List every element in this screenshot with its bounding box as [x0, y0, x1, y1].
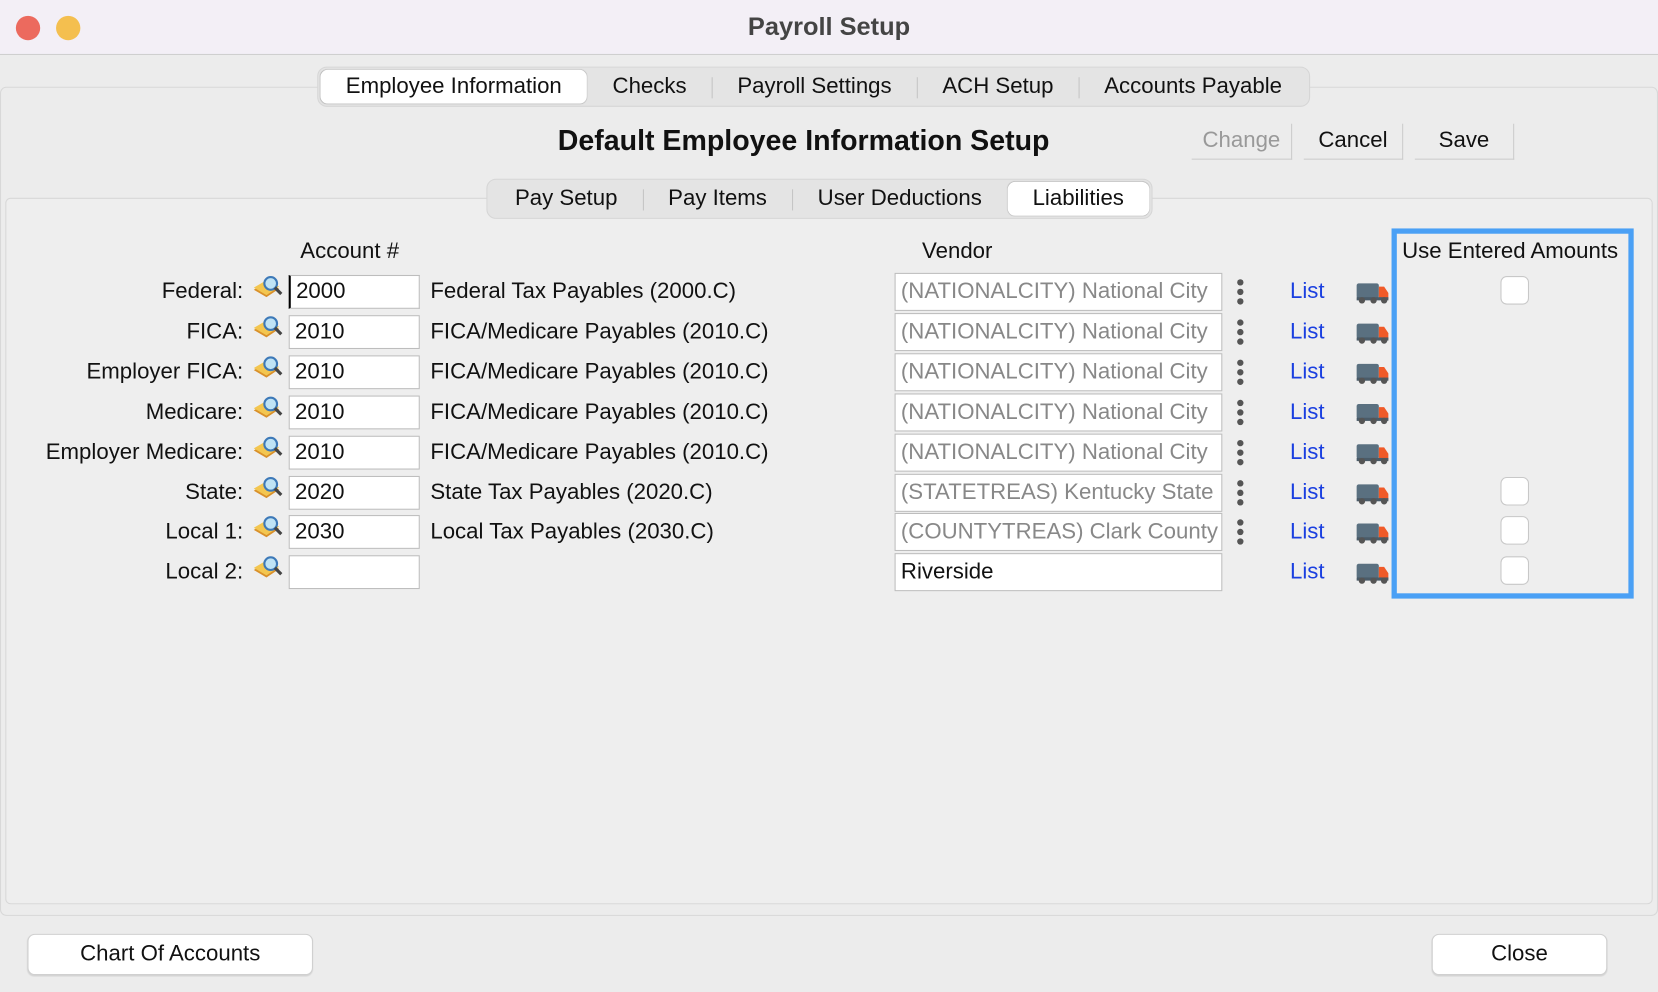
use-entered-amounts-checkbox[interactable]: [1500, 516, 1530, 546]
account-description: Local Tax Payables (2030.C): [430, 519, 714, 545]
account-lookup-icon[interactable]: [252, 275, 284, 306]
row-label: Local 2:: [165, 559, 244, 585]
vendor-truck-icon[interactable]: [1356, 520, 1390, 551]
vendor-list-link[interactable]: List: [1290, 399, 1325, 424]
vendor-truck-icon[interactable]: [1356, 279, 1390, 310]
tab-user-deductions[interactable]: User Deductions: [792, 182, 1007, 216]
save-button[interactable]: Save: [1414, 123, 1515, 160]
use-entered-amounts-checkbox[interactable]: [1500, 276, 1530, 305]
account-lookup-icon[interactable]: [252, 355, 284, 386]
account-input[interactable]: 2010: [288, 315, 420, 349]
vendor-menu-icon[interactable]: [1237, 518, 1245, 549]
use-entered-amounts-group: [1391, 228, 1634, 599]
page-title: Default Employee Information Setup: [557, 124, 1050, 157]
account-description: FICA/Medicare Payables (2010.C): [430, 399, 769, 424]
account-input[interactable]: 2030: [288, 515, 420, 550]
change-button[interactable]: Change: [1191, 123, 1293, 160]
vendor-field[interactable]: Riverside: [894, 553, 1223, 592]
account-description: Federal Tax Payables (2000.C): [430, 279, 737, 304]
account-description: FICA/Medicare Payables (2010.C): [430, 319, 769, 344]
vendor-field[interactable]: (NATIONALCITY) National City: [894, 272, 1223, 311]
chart-of-accounts-button[interactable]: Chart Of Accounts: [27, 933, 313, 976]
vendor-field[interactable]: (NATIONALCITY) National City: [894, 433, 1223, 472]
vendor-field[interactable]: (NATIONALCITY) National City: [894, 312, 1223, 352]
vendor-truck-icon[interactable]: [1356, 399, 1390, 430]
vendor-truck-icon[interactable]: [1356, 560, 1390, 591]
account-input[interactable]: 2010: [288, 395, 420, 430]
row-label: Local 1:: [165, 519, 244, 545]
vendor-list-link[interactable]: List: [1290, 479, 1325, 504]
minimize-window-button[interactable]: [56, 15, 81, 41]
cancel-button[interactable]: Cancel: [1303, 123, 1404, 160]
vendor-truck-icon[interactable]: [1356, 359, 1390, 390]
tab-checks[interactable]: Checks: [612, 74, 687, 99]
account-description: FICA/Medicare Payables (2010.C): [430, 359, 769, 384]
account-description: State Tax Payables (2020.C): [430, 479, 713, 504]
vendor-truck-icon[interactable]: [1356, 480, 1390, 511]
account-lookup-icon[interactable]: [252, 395, 284, 426]
close-button[interactable]: Close: [1431, 933, 1608, 976]
vendor-list-link[interactable]: List: [1290, 279, 1325, 304]
vendor-menu-icon[interactable]: [1237, 357, 1245, 388]
main-tabs: Employee Information Checks Payroll Settin…: [317, 66, 1311, 107]
vendor-list-link[interactable]: List: [1290, 319, 1325, 344]
vendor-field[interactable]: (NATIONALCITY) National City: [894, 393, 1223, 432]
vendor-list-link[interactable]: List: [1290, 359, 1325, 384]
row-label: Employer Medicare:: [45, 439, 244, 464]
vendor-list-link[interactable]: List: [1290, 519, 1325, 545]
vendor-field[interactable]: (COUNTYTREAS) Clark County: [894, 513, 1223, 552]
vendor-menu-icon[interactable]: [1237, 397, 1245, 428]
liabilities-panel: [5, 197, 1653, 905]
vendor-menu-icon[interactable]: [1237, 437, 1245, 468]
row-label: Employer FICA:: [86, 359, 244, 384]
row-label: FICA:: [186, 319, 244, 344]
tab-payroll-settings[interactable]: Payroll Settings: [711, 70, 917, 104]
account-lookup-icon[interactable]: [252, 475, 284, 506]
account-input[interactable]: 2000: [288, 274, 420, 309]
vendor-truck-icon[interactable]: [1356, 319, 1390, 350]
account-column-header: Account #: [300, 239, 400, 264]
tab-employee-information[interactable]: Employee Information: [320, 69, 588, 104]
title-bar: Payroll Setup: [0, 0, 1658, 55]
row-label: Medicare:: [145, 399, 244, 424]
use-entered-amounts-checkbox[interactable]: [1500, 556, 1530, 586]
vendor-menu-icon[interactable]: [1237, 317, 1245, 348]
use-entered-amounts-header: Use Entered Amounts: [1402, 239, 1619, 264]
account-lookup-icon[interactable]: [252, 556, 284, 587]
window-title: Payroll Setup: [747, 12, 911, 42]
tab-pay-items[interactable]: Pay Items: [642, 182, 792, 216]
account-input[interactable]: 2020: [288, 475, 420, 510]
tab-pay-setup[interactable]: Pay Setup: [514, 186, 618, 211]
vendor-menu-icon[interactable]: [1237, 478, 1245, 509]
account-input[interactable]: 2010: [288, 355, 420, 389]
tab-liabilities[interactable]: Liabilities: [1007, 181, 1150, 216]
row-label: State:: [185, 479, 244, 504]
account-description: FICA/Medicare Payables (2010.C): [430, 439, 769, 464]
close-window-button[interactable]: [15, 15, 41, 41]
account-input[interactable]: 2010: [288, 435, 420, 470]
vendor-list-link[interactable]: List: [1290, 439, 1325, 464]
vendor-field[interactable]: (NATIONALCITY) National City: [894, 353, 1223, 392]
vendor-field[interactable]: (STATETREAS) Kentucky State: [894, 473, 1223, 512]
vendor-menu-icon[interactable]: [1237, 277, 1245, 308]
vendor-truck-icon[interactable]: [1356, 440, 1390, 471]
account-lookup-icon[interactable]: [252, 515, 284, 546]
use-entered-amounts-checkbox[interactable]: [1500, 476, 1530, 506]
tab-ach-setup[interactable]: ACH Setup: [916, 70, 1079, 104]
row-label: Federal:: [161, 279, 244, 304]
vendor-list-link[interactable]: List: [1290, 559, 1325, 585]
account-input[interactable]: [288, 555, 420, 590]
account-lookup-icon[interactable]: [252, 435, 284, 466]
vendor-column-header: Vendor: [922, 239, 993, 264]
account-lookup-icon[interactable]: [252, 315, 284, 346]
tab-accounts-payable[interactable]: Accounts Payable: [1078, 70, 1308, 104]
sub-tabs: Pay Setup Pay Items User Deductions Liabili…: [486, 178, 1153, 219]
